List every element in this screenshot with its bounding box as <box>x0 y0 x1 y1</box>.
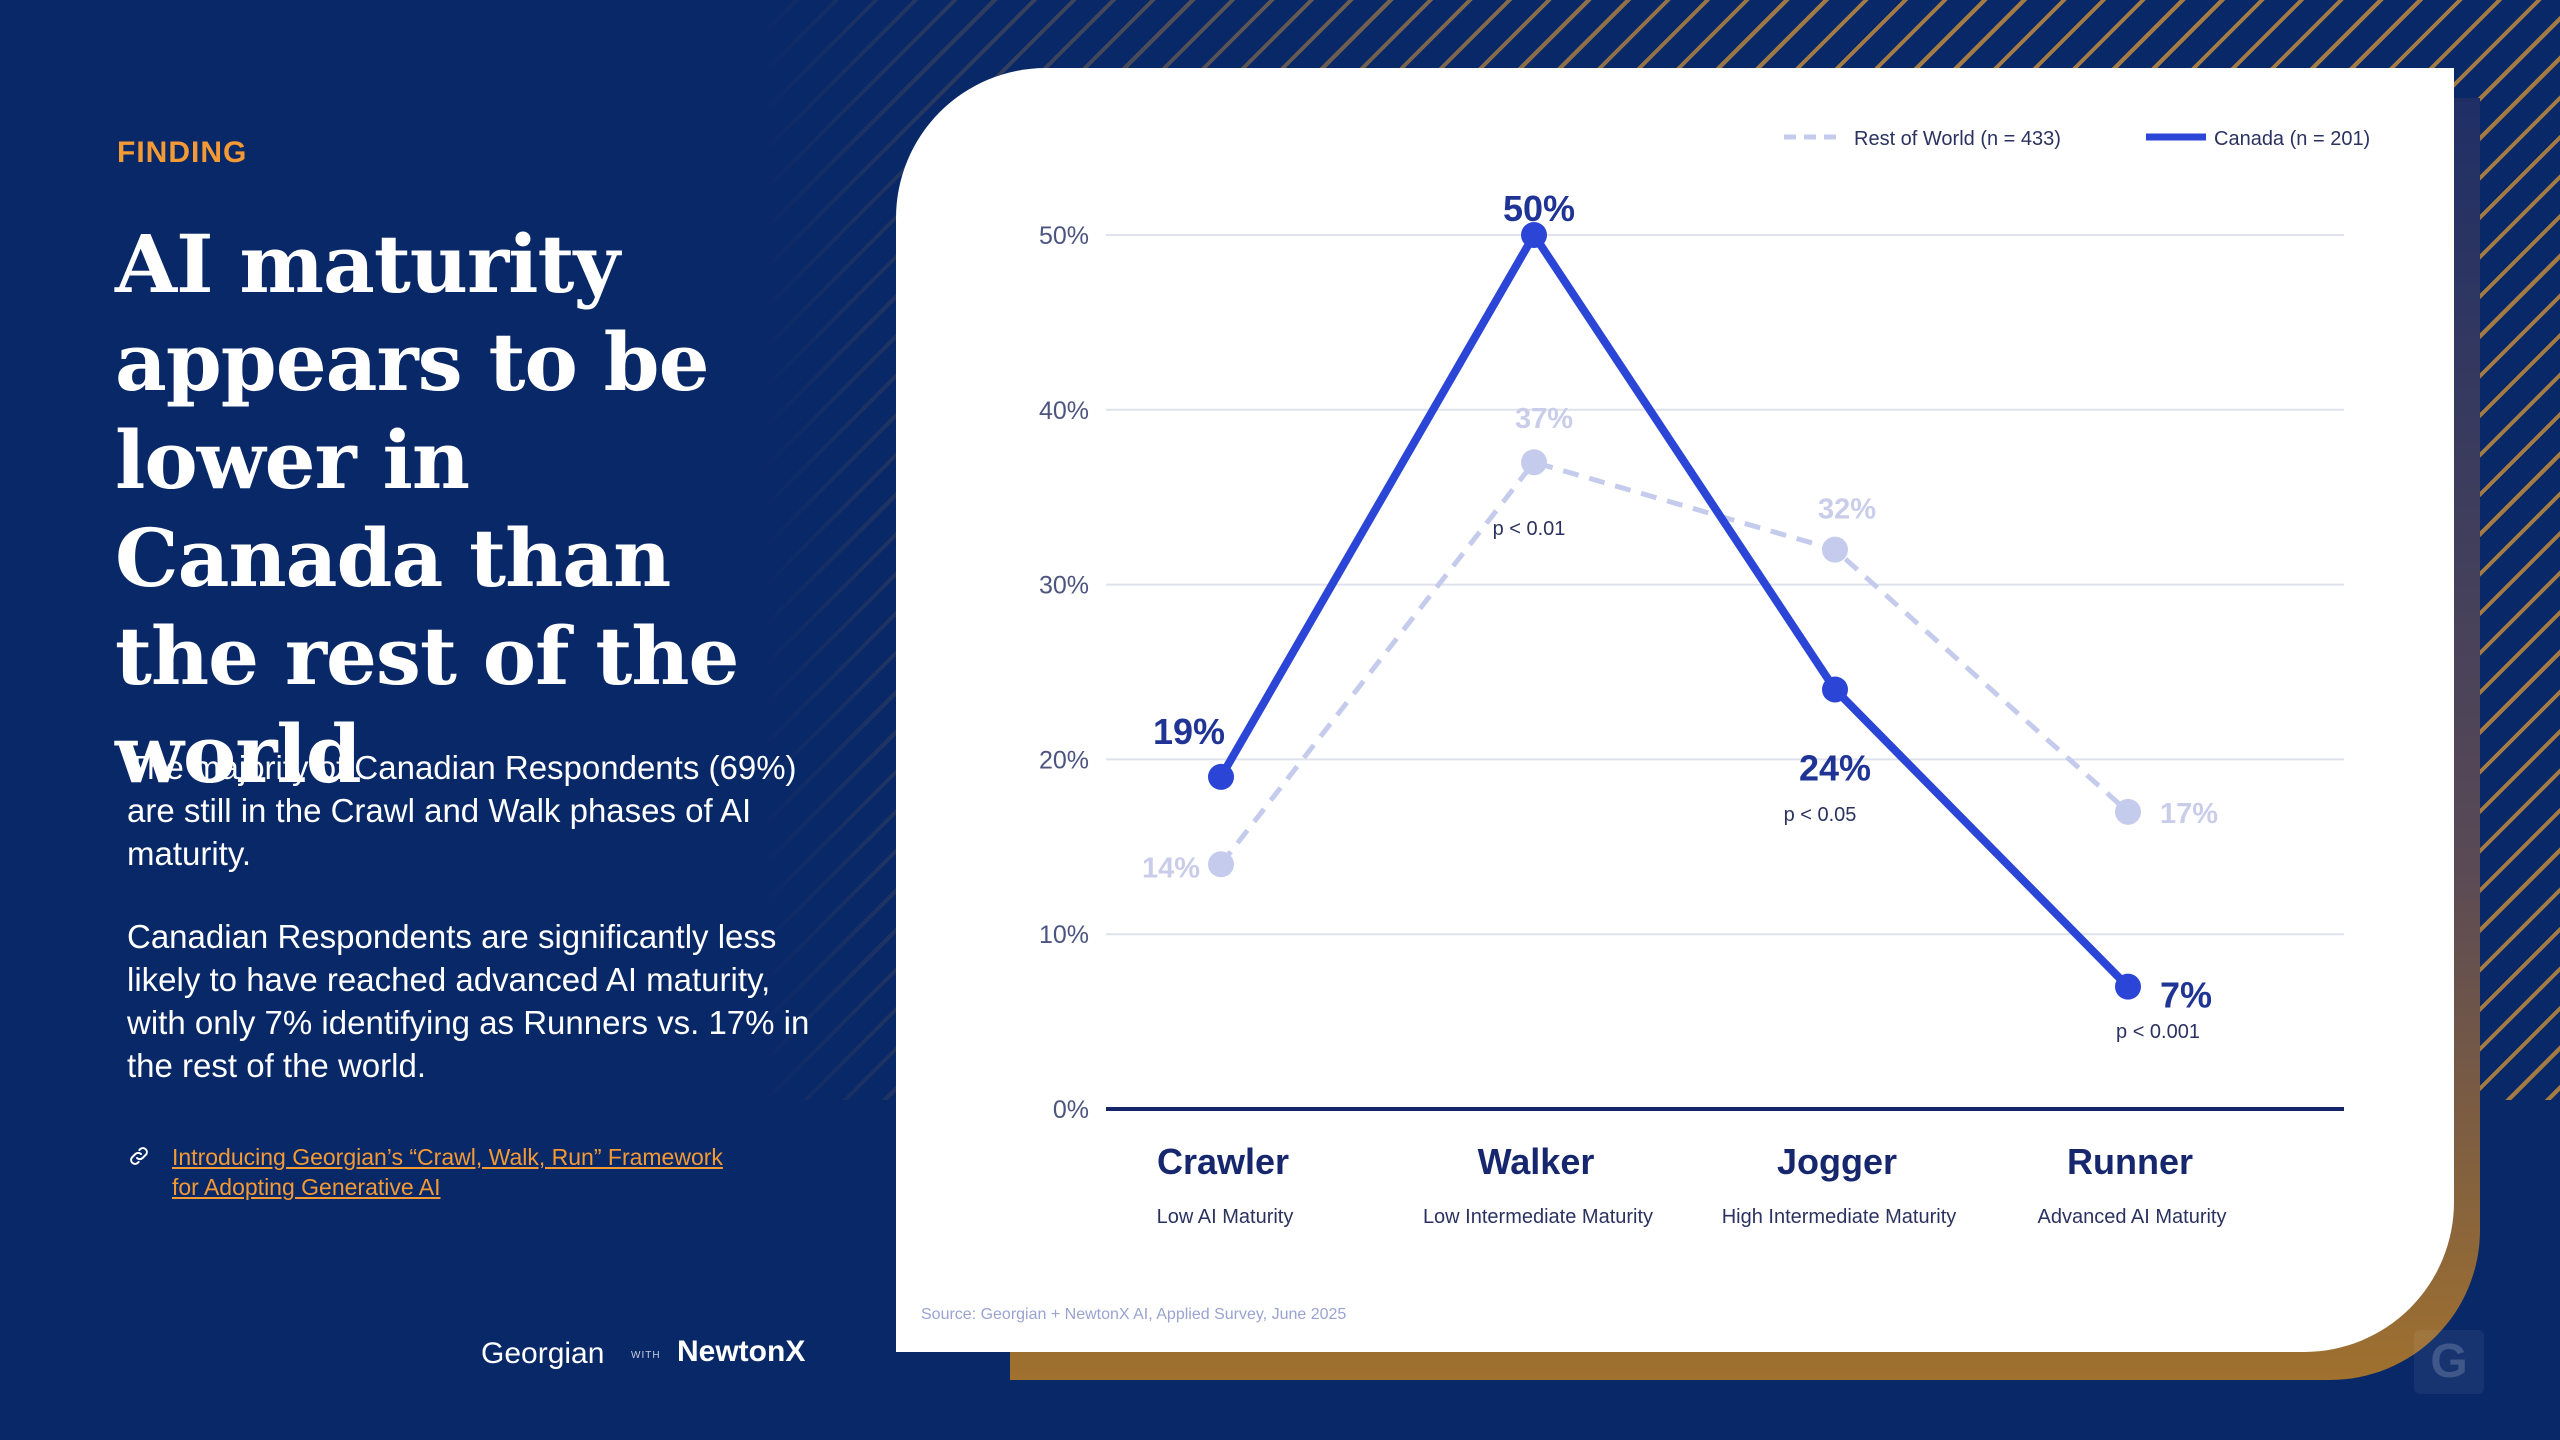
data-label-rest-of-world: 14% <box>1142 852 1200 884</box>
point-canada <box>1521 222 1547 248</box>
significance-label: p < 0.05 <box>1784 804 1857 826</box>
point-canada <box>1822 676 1848 703</box>
data-label-canada: 50% <box>1503 188 1575 229</box>
g-watermark-icon: G <box>2414 1330 2484 1394</box>
georgian-logo: Georgian <box>481 1337 605 1370</box>
finding-label: FINDING <box>117 136 248 169</box>
with-label: WITH <box>631 1350 661 1361</box>
y-tick-label: 20% <box>1039 746 1089 774</box>
paragraph-1: The majority of Canadian Respondents (69… <box>127 749 797 872</box>
framework-link-text[interactable]: Introducing Georgian’s “Crawl, Walk, Run… <box>172 1144 723 1200</box>
page-title: AI maturity appears to be lower in Canad… <box>115 217 739 801</box>
chart-card: 0% 10% 20% 30% 40% 50% Rest of World (n = 433… <box>896 68 2454 1352</box>
x-category-subtitle: Low Intermediate Maturity <box>1423 1206 1653 1228</box>
point-rest-of-world <box>1208 851 1234 878</box>
data-label-rest-of-world: 37% <box>1515 403 1573 435</box>
x-category-label: Crawler <box>1157 1141 1289 1182</box>
data-label-canada: 19% <box>1153 711 1225 752</box>
y-tick-label: 30% <box>1039 572 1089 600</box>
y-tick-label: 0% <box>1053 1096 1089 1124</box>
point-canada <box>2115 973 2141 1000</box>
y-tick-label: 50% <box>1039 222 1089 250</box>
x-category-subtitle: Low AI Maturity <box>1157 1206 1294 1228</box>
newtonx-logo: NewtonX <box>677 1335 806 1368</box>
point-rest-of-world <box>1521 449 1547 476</box>
point-canada <box>1208 763 1234 790</box>
legend-label-canada: Canada (n = 201) <box>2214 128 2370 150</box>
significance-label: p < 0.001 <box>2116 1021 2200 1043</box>
x-category-label: Walker <box>1478 1141 1595 1182</box>
data-label-canada: 7% <box>2160 975 2212 1016</box>
line-chart: 0% 10% 20% 30% 40% 50% Rest of World (n = 433… <box>921 128 2370 1323</box>
x-category-label: Runner <box>2067 1141 2193 1182</box>
y-tick-label: 10% <box>1039 921 1089 949</box>
significance-label: p < 0.01 <box>1493 518 1566 540</box>
paragraph-2: Canadian Respondents are significantly l… <box>127 918 810 1084</box>
point-rest-of-world <box>2115 798 2141 825</box>
series-line-rest-of-world <box>1219 459 2130 866</box>
data-label-rest-of-world: 17% <box>2160 798 2218 830</box>
legend-label-rest-of-world: Rest of World (n = 433) <box>1854 128 2061 150</box>
data-label-rest-of-world: 32% <box>1818 494 1876 526</box>
point-rest-of-world <box>1822 536 1848 563</box>
x-category-subtitle: Advanced AI Maturity <box>2038 1206 2227 1228</box>
link-icon <box>127 1144 151 1168</box>
source-note: Source: Georgian + NewtonX AI, Applied S… <box>921 1306 1346 1323</box>
x-category-label: Jogger <box>1777 1141 1897 1182</box>
data-label-canada: 24% <box>1799 747 1871 788</box>
y-tick-label: 40% <box>1039 397 1089 425</box>
series-line-canada <box>1217 231 2131 990</box>
x-category-subtitle: High Intermediate Maturity <box>1722 1206 1957 1228</box>
